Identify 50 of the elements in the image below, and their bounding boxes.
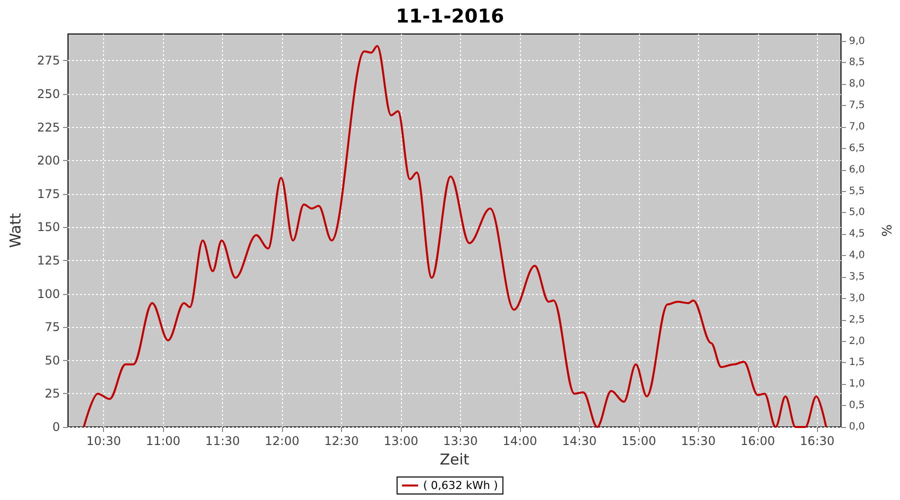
y2-tick-label: 6,5 (849, 142, 865, 154)
x-tick-label: 12:30 (324, 434, 359, 448)
x-axis-title: Zeit (440, 450, 470, 468)
y-tick-label: 225 (37, 120, 60, 134)
line-series (82, 44, 828, 428)
y2-tick-label: 3,0 (849, 292, 865, 304)
y-tick-label: 250 (37, 86, 60, 101)
y2-tick-label: 4,5 (849, 228, 865, 240)
legend-label: ( 0,632 kWh ) (423, 479, 498, 492)
y2-tick-label: 7,5 (849, 100, 865, 112)
chart-title: 11-1-2016 (396, 6, 504, 28)
y2-tick-label: 8,5 (849, 57, 865, 68)
x-tick-label: 16:30 (800, 434, 835, 448)
y2-tick-label: 4,0 (849, 250, 865, 262)
y2-tick-label: 1,5 (849, 357, 865, 368)
y2-tick-label: 7,0 (849, 122, 865, 132)
y-tick-label: 200 (37, 154, 60, 168)
y-tick-label: 100 (37, 286, 60, 301)
y-tick-label: 0 (52, 420, 60, 434)
x-tick-label: 14:00 (502, 434, 538, 448)
y-tick-label: 125 (37, 253, 60, 268)
y-tick-label: 50 (44, 353, 60, 368)
x-tick-label: 15:30 (680, 434, 716, 448)
x-tick-label: 10:30 (86, 434, 121, 448)
x-tick-label: 11:30 (205, 434, 240, 448)
x-tick-label: 12:00 (264, 434, 300, 448)
y2-tick-label: 0,5 (849, 400, 865, 412)
y2-tick-label: 1,0 (849, 378, 865, 390)
y-tick-label: 175 (37, 186, 60, 201)
x-tick-label: 16:00 (740, 434, 776, 448)
y-axis-title: Watt (6, 212, 24, 248)
x-tick-label: 11:00 (146, 434, 180, 448)
x-tick-label: 15:00 (622, 434, 656, 448)
y2-tick-label: 6,0 (849, 164, 865, 176)
y2-tick-label: 8,0 (849, 78, 865, 90)
x-tick-label: 13:30 (443, 434, 478, 448)
y2-tick-label: 3,5 (849, 272, 865, 282)
x-tick-label: 14:30 (562, 434, 597, 448)
y2-tick-label: 5,0 (849, 207, 865, 218)
y2-tick-label: 9,0 (849, 36, 865, 47)
y2-tick-label: 2,0 (849, 336, 865, 347)
y-tick-label: 150 (37, 220, 60, 234)
y-tick-label: 275 (37, 54, 60, 68)
y2-axis-title: % (878, 224, 893, 237)
y2-tick-label: 5,5 (849, 186, 865, 197)
y2-tick-label: 2,5 (849, 314, 865, 326)
y-tick-label: 25 (44, 386, 60, 401)
x-tick-label: 13:00 (384, 434, 418, 448)
y2-tick-label: 0,0 (849, 422, 865, 432)
y-tick-label: 75 (44, 320, 60, 334)
